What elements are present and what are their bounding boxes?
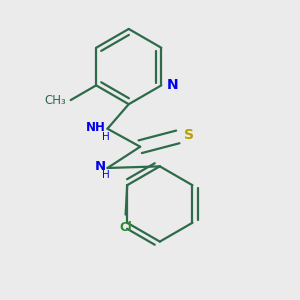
Text: Cl: Cl <box>119 220 132 233</box>
Text: N: N <box>95 160 106 173</box>
Text: S: S <box>184 128 194 142</box>
Text: NH: NH <box>86 121 106 134</box>
Text: H: H <box>102 170 110 180</box>
Text: N: N <box>167 78 179 92</box>
Text: H: H <box>102 132 110 142</box>
Text: CH₃: CH₃ <box>44 94 66 106</box>
